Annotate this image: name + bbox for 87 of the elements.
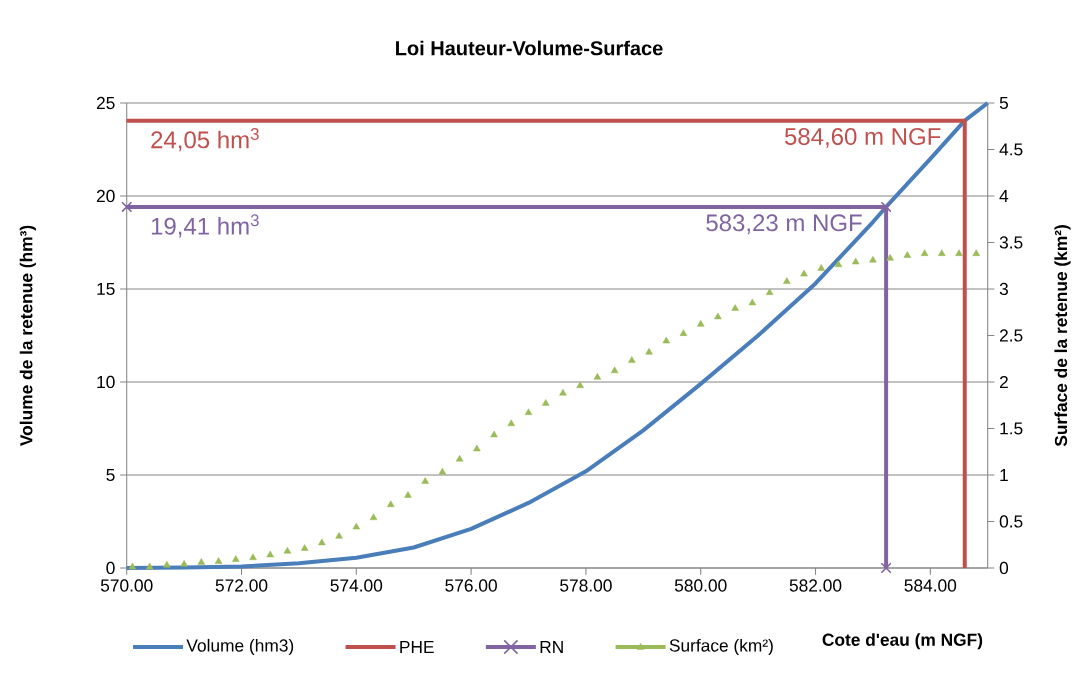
point [352, 522, 361, 530]
x-tick-label: 578.00 [560, 579, 612, 592]
y2-tick-label: 0 [999, 561, 1009, 575]
y2-tick-label: 3 [999, 282, 1008, 296]
annotation: 24,05 hm$^{3}$ [151, 128, 259, 152]
point [645, 347, 653, 355]
point [714, 312, 722, 320]
point [662, 336, 670, 344]
point [283, 546, 292, 554]
point [972, 249, 980, 256]
point [404, 491, 412, 498]
x-tick-label: 584.00 [904, 579, 957, 592]
point [593, 373, 602, 380]
point [197, 558, 206, 565]
point [145, 562, 154, 570]
y2-tick-label: 1 [1000, 469, 1008, 481]
point [455, 454, 464, 462]
x-tick-label: 574.00 [330, 579, 383, 592]
point [817, 264, 825, 271]
annotation: 584,60 m NGF [784, 128, 941, 148]
point [438, 467, 447, 475]
y2-tick-label: 4.5 [999, 143, 1023, 156]
point [576, 381, 584, 388]
point [542, 399, 550, 406]
y-axis-title: Volume de la retenue (hm³) [19, 225, 36, 446]
chart-title: Loi Hauteur-Volume-Surface [396, 40, 663, 56]
y2-axis-title: Surface de la retenue (km²) [1054, 225, 1071, 447]
legend-label: Volume (hm3) [186, 638, 294, 656]
point [559, 388, 567, 396]
y-tick-label: 0 [106, 561, 115, 575]
point [679, 329, 688, 336]
y-tick-label: 20 [96, 189, 115, 203]
y2-tick-label: 1.5 [1000, 422, 1023, 435]
point [249, 553, 257, 561]
point [387, 500, 395, 508]
point [696, 320, 705, 327]
legend-label: Surface (km²) [669, 638, 773, 656]
y-tick-label: 25 [96, 96, 115, 110]
point [214, 557, 223, 564]
legend-label: RN [540, 641, 563, 653]
point [938, 249, 946, 256]
point [731, 304, 739, 311]
point [300, 544, 309, 551]
point [886, 254, 894, 261]
y2-tick-label: 2 [999, 375, 1008, 389]
point [490, 430, 498, 438]
point [903, 251, 912, 258]
annotation: 583,23 m NGF [706, 214, 862, 235]
point [369, 513, 378, 521]
point [783, 277, 791, 284]
point [318, 538, 326, 546]
point [335, 532, 343, 539]
x-tick-label: 582.00 [789, 579, 842, 592]
y-tick-label: 15 [97, 282, 115, 296]
annotation: 19,41 hm$^{3}$ [151, 214, 259, 238]
point [524, 408, 533, 415]
point [748, 298, 757, 306]
x-tick-label: 580.00 [674, 579, 727, 592]
y2-tick-label: 3.5 [999, 236, 1023, 249]
x-tick-label: 576.00 [445, 579, 497, 592]
point [920, 249, 929, 256]
point [128, 562, 137, 570]
point [180, 560, 188, 567]
point [800, 269, 808, 277]
point [473, 444, 481, 452]
point [266, 550, 274, 558]
point [610, 366, 619, 374]
point [955, 249, 963, 256]
point [765, 288, 774, 295]
point [851, 257, 860, 265]
point [507, 419, 516, 427]
y2-tick-label: 5 [999, 96, 1008, 110]
y2-tick-label: 4 [999, 190, 1009, 202]
y-tick-label: 5 [106, 468, 115, 482]
point [834, 260, 843, 268]
x-tick-label: 570.00 [100, 579, 153, 592]
point [628, 356, 636, 363]
point [163, 560, 171, 568]
y2-tick-label: 0.5 [999, 515, 1023, 528]
x-axis-title: Cote d'eau (m NGF) [822, 633, 983, 650]
y2-tick-label: 2.5 [999, 329, 1023, 342]
y-tick-label: 10 [97, 375, 115, 389]
point [869, 255, 877, 263]
point [232, 555, 240, 562]
x-tick-label: 572.00 [215, 579, 268, 592]
legend-label: PHE [400, 641, 434, 653]
point [421, 477, 429, 484]
